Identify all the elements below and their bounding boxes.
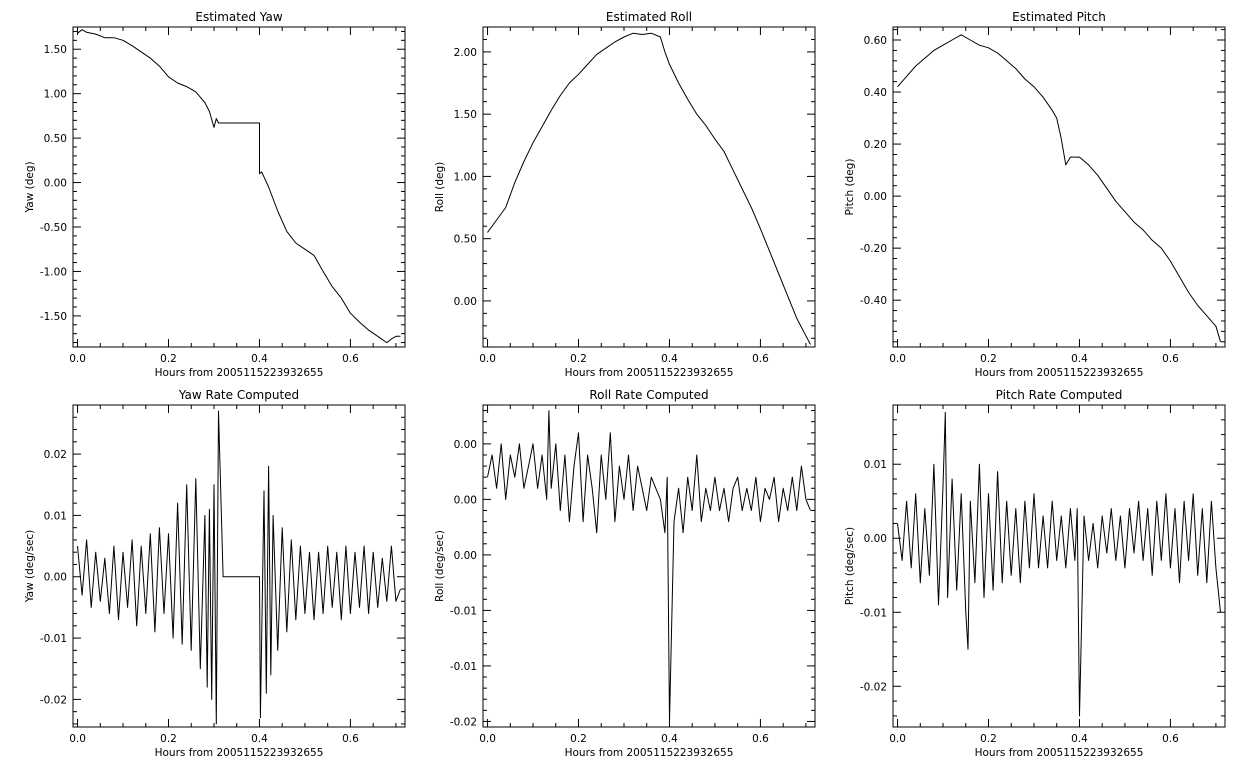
roll-rate-title: Roll Rate Computed — [589, 388, 708, 402]
roll-rate-y-tick-label: -0.02 — [450, 716, 477, 728]
yaw-y-tick-label: 0.50 — [44, 133, 67, 145]
roll-y-tick-label: 1.50 — [454, 109, 477, 121]
yaw-y-tick-label: -1.50 — [40, 311, 67, 323]
pitch-rate-x-tick-label: 0.0 — [889, 733, 906, 745]
roll-rate-x-tick-label: 0.0 — [479, 733, 496, 745]
pitch-series-line — [897, 34, 1221, 342]
yaw-x-axis-label: Hours from 2005115223932655 — [155, 367, 324, 379]
yaw-y-tick-label: 0.00 — [44, 178, 67, 190]
yaw-plot-frame — [72, 26, 406, 348]
yaw-chart: Estimated Yaw Hours from 2005115223932655… — [24, 10, 406, 379]
roll-rate-plot-frame — [482, 404, 816, 728]
roll-title: Estimated Roll — [606, 10, 692, 24]
yaw-x-tick-label: 0.6 — [342, 353, 359, 365]
yaw-rate-series-line — [77, 410, 401, 725]
yaw-x-tick-label: 0.4 — [251, 353, 268, 365]
yaw-x-tick-label: 0.2 — [160, 353, 177, 365]
yaw-rate-y-tick-label: 0.00 — [44, 572, 67, 584]
pitch-rate-x-axis-label: Hours from 2005115223932655 — [975, 747, 1144, 759]
yaw-y-tick-label: -1.00 — [40, 266, 67, 278]
roll-x-axis-label: Hours from 2005115223932655 — [565, 367, 734, 379]
pitch-x-tick-label: 0.6 — [1162, 353, 1179, 365]
roll-chart: Estimated Roll Hours from 200511522393265… — [434, 10, 816, 379]
roll-rate-y-tick-label: 0.00 — [454, 439, 477, 451]
roll-rate-y-tick-label: 0.00 — [454, 550, 477, 562]
roll-y-axis-label: Roll (deg) — [434, 162, 446, 212]
yaw-y-tick-label: -0.50 — [40, 222, 67, 234]
roll-y-tick-label: 1.00 — [454, 171, 477, 183]
yaw-x-tick-label: 0.0 — [69, 353, 86, 365]
yaw-rate-y-tick-label: 0.01 — [44, 510, 67, 522]
yaw-rate-y-tick-label: -0.01 — [40, 633, 67, 645]
pitch-y-tick-label: -0.40 — [860, 295, 887, 307]
pitch-x-axis-label: Hours from 2005115223932655 — [975, 367, 1144, 379]
roll-rate-x-tick-label: 0.2 — [570, 733, 587, 745]
pitch-y-tick-label: 0.40 — [864, 87, 887, 99]
pitch-rate-x-tick-label: 0.4 — [1071, 733, 1088, 745]
roll-rate-x-axis-label: Hours from 2005115223932655 — [565, 747, 734, 759]
pitch-plot-frame — [892, 26, 1226, 348]
roll-x-tick-label: 0.0 — [479, 353, 496, 365]
pitch-rate-y-tick-label: 0.01 — [864, 459, 887, 471]
roll-rate-x-tick-label: 0.6 — [752, 733, 769, 745]
yaw-rate-x-tick-label: 0.4 — [251, 733, 268, 745]
pitch-rate-title: Pitch Rate Computed — [996, 388, 1123, 402]
yaw-rate-x-tick-label: 0.2 — [160, 733, 177, 745]
pitch-y-tick-label: 0.00 — [864, 191, 887, 203]
yaw-series-line — [77, 29, 401, 344]
yaw-rate-chart: Yaw Rate Computed Hours from 200511522393… — [24, 388, 406, 759]
pitch-y-axis-label: Pitch (deg) — [844, 159, 856, 216]
yaw-rate-x-tick-label: 0.6 — [342, 733, 359, 745]
yaw-y-tick-label: 1.50 — [44, 44, 67, 56]
pitch-y-tick-label: -0.20 — [860, 243, 887, 255]
pitch-rate-x-tick-label: 0.2 — [980, 733, 997, 745]
roll-rate-y-axis-label: Roll (deg/sec) — [434, 530, 446, 602]
roll-rate-y-tick-label: -0.01 — [450, 661, 477, 673]
yaw-rate-x-axis-label: Hours from 2005115223932655 — [155, 747, 324, 759]
pitch-rate-y-tick-label: 0.00 — [864, 533, 887, 545]
roll-y-tick-label: 0.50 — [454, 234, 477, 246]
roll-rate-y-tick-label: 0.00 — [454, 494, 477, 506]
yaw-rate-y-tick-label: 0.02 — [44, 449, 67, 461]
roll-rate-x-tick-label: 0.4 — [661, 733, 678, 745]
yaw-rate-x-tick-label: 0.0 — [69, 733, 86, 745]
pitch-chart: Estimated Pitch Hours from 20051152239326… — [844, 10, 1226, 379]
pitch-title: Estimated Pitch — [1012, 10, 1106, 24]
roll-series-line — [487, 32, 811, 345]
roll-rate-series-line — [487, 410, 811, 722]
yaw-rate-y-axis-label: Yaw (deg/sec) — [24, 530, 36, 604]
pitch-rate-plot-frame — [892, 404, 1226, 728]
yaw-y-tick-label: 1.00 — [44, 89, 67, 101]
pitch-rate-x-tick-label: 0.6 — [1162, 733, 1179, 745]
yaw-rate-plot-frame — [72, 404, 406, 728]
roll-x-tick-label: 0.6 — [752, 353, 769, 365]
roll-rate-chart: Roll Rate Computed Hours from 20051152239… — [434, 388, 816, 759]
pitch-rate-y-tick-label: -0.01 — [860, 607, 887, 619]
pitch-x-tick-label: 0.0 — [889, 353, 906, 365]
roll-x-tick-label: 0.2 — [570, 353, 587, 365]
pitch-rate-series-line — [897, 411, 1221, 717]
yaw-title: Estimated Yaw — [195, 10, 282, 24]
yaw-rate-y-tick-label: -0.02 — [40, 694, 67, 706]
pitch-y-tick-label: 0.20 — [864, 139, 887, 151]
roll-y-tick-label: 0.00 — [454, 296, 477, 308]
pitch-y-tick-label: 0.60 — [864, 35, 887, 47]
yaw-y-axis-label: Yaw (deg) — [24, 161, 36, 213]
roll-plot-frame — [482, 26, 816, 348]
pitch-x-tick-label: 0.4 — [1071, 353, 1088, 365]
pitch-rate-y-axis-label: Pitch (deg/sec) — [844, 527, 856, 605]
roll-y-tick-label: 2.00 — [454, 47, 477, 59]
pitch-rate-y-tick-label: -0.02 — [860, 681, 887, 693]
yaw-rate-title: Yaw Rate Computed — [178, 388, 299, 402]
pitch-rate-chart: Pitch Rate Computed Hours from 2005115223… — [844, 388, 1226, 759]
pitch-x-tick-label: 0.2 — [980, 353, 997, 365]
roll-x-tick-label: 0.4 — [661, 353, 678, 365]
roll-rate-y-tick-label: -0.01 — [450, 605, 477, 617]
